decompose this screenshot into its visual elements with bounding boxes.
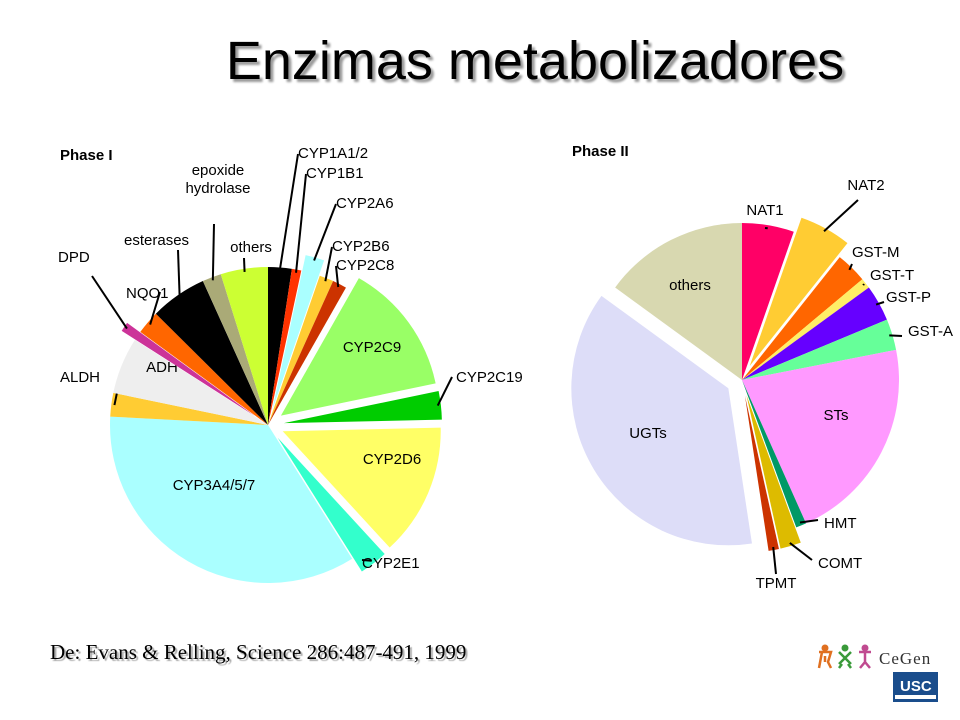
label-phase-ii-others: others <box>669 277 711 294</box>
leader-phase-ii-gst-p <box>875 301 885 306</box>
slice-phase-i-cyp2a6 <box>272 255 325 410</box>
leader-phase-ii-hmt <box>799 519 819 524</box>
leader-phase-i-cyp2c19 <box>436 376 453 407</box>
slice-phase-ii-hmt <box>742 380 807 528</box>
slice-phase-ii-tpmt <box>744 395 779 551</box>
label-phase-i-epoxide-hydrolase: epoxide hydrolase <box>185 162 250 197</box>
slice-phase-ii-gst-m <box>742 257 863 380</box>
slice-phase-i-cyp1b1 <box>268 268 302 425</box>
phase-1-title: Phase I <box>60 147 113 164</box>
leader-phase-i-cyp1b1 <box>295 173 307 273</box>
citation: De: Evans & Relling, Science 286:487-491… <box>50 640 467 664</box>
label-phase-i-aldh: ALDH <box>60 369 100 386</box>
leader-phase-ii-nat2 <box>823 199 859 232</box>
label-phase-ii-comt: COMT <box>818 555 862 572</box>
slice-phase-ii-ugts <box>571 295 752 546</box>
usc-seal: USC <box>893 672 938 702</box>
slice-phase-i-epoxide-hydrolase <box>202 274 268 425</box>
cegen-logo-text: CeGen <box>879 649 931 668</box>
label-phase-i-cyp1a1-2: CYP1A1/2 <box>298 145 368 162</box>
label-phase-ii-tpmt: TPMT <box>756 575 797 592</box>
leader-phase-ii-gst-a <box>889 334 903 337</box>
slice-phase-ii-sts <box>742 349 899 524</box>
label-phase-ii-ugts: UGTs <box>629 425 667 442</box>
label-phase-i-adh: ADH <box>146 359 178 376</box>
usc-logo-text: USC <box>900 678 932 695</box>
label-phase-i-cyp3a4-5-7: CYP3A4/5/7 <box>173 477 256 494</box>
slice-phase-i-aldh <box>110 392 268 425</box>
slice-phase-i-nqo1 <box>140 313 268 425</box>
slice-phase-ii-nat1 <box>742 223 794 380</box>
leader-phase-i-cyp2b6 <box>324 246 333 282</box>
label-phase-ii-nat2: NAT2 <box>847 177 884 194</box>
label-phase-i-cyp2c19: CYP2C19 <box>456 369 523 386</box>
slice-phase-i-cyp1a1-2 <box>268 267 292 425</box>
logos: CeGen USC <box>817 644 938 702</box>
slice-phase-i-cyp2e1 <box>277 437 385 572</box>
leader-phase-i-cyp2c8 <box>335 265 340 288</box>
label-phase-i-cyp2e1: CYP2E1 <box>362 555 420 572</box>
leader-phase-ii-gst-t <box>862 283 865 286</box>
label-phase-ii-gst-m: GST-M <box>852 244 900 261</box>
leader-phase-ii-tpmt <box>772 546 777 575</box>
slice-phase-ii-gst-a <box>742 319 897 380</box>
label-phase-ii-gst-t: GST-T <box>870 267 914 284</box>
slice-phase-i-cyp2b6 <box>268 275 334 425</box>
slide-title: Enzimas metabolizadores <box>225 31 845 91</box>
slice-phase-ii-comt <box>746 395 801 549</box>
slice-phase-i-cyp2c8 <box>268 281 346 425</box>
leader-phase-ii-gst-m <box>848 263 853 271</box>
label-phase-i-cyp2a6: CYP2A6 <box>336 195 394 212</box>
slice-phase-i-adh <box>113 339 268 425</box>
label-phase-i-cyp2c8: CYP2C8 <box>336 257 394 274</box>
leader-phase-i-nqo1 <box>149 291 161 325</box>
label-phase-ii-gst-a: GST-A <box>908 323 953 340</box>
label-phase-i-cyp2c9: CYP2C9 <box>343 339 401 356</box>
slice-phase-i-dpd <box>121 322 255 416</box>
leader-phase-i-cyp2a6 <box>313 203 337 261</box>
label-phase-i-dpd: DPD <box>58 249 90 266</box>
phase-1-pie: CYP1A1/2 CYP1B1 CYP2A6 CYP2B6 CYP2C8 CYP2C9 CY… <box>58 145 523 583</box>
label-phase-ii-hmt: HMT <box>824 515 857 532</box>
slice-phase-i-others <box>220 267 268 425</box>
slice-phase-ii-gst-p <box>742 287 887 380</box>
label-phase-ii-sts: STs <box>823 407 848 424</box>
leader-phase-i-epoxide-hydrolase <box>211 223 215 281</box>
label-phase-ii-nat1: NAT1 <box>746 202 783 219</box>
label-phase-i-nqo1: NQO1 <box>126 285 169 302</box>
label-phase-i-cyp2d6: CYP2D6 <box>363 451 421 468</box>
slice-phase-i-cyp2d6 <box>282 427 441 548</box>
slice-phase-i-cyp2c9 <box>280 278 436 416</box>
slice-phase-ii-others <box>615 223 742 380</box>
slice-phase-i-cyp2c19 <box>283 391 442 424</box>
slice-phase-i-cyp3a4-5-7 <box>110 416 353 583</box>
leader-phase-i-esterases <box>177 249 181 298</box>
label-phase-i-cyp1b1: CYP1B1 <box>306 165 364 182</box>
leader-phase-ii-comt <box>789 542 813 561</box>
phase-2-pie: NAT1 NAT2 GST-M GST-T GST-P GST-A STs HMT COMT TP… <box>571 177 953 592</box>
label-phase-i-esterases: esterases <box>124 232 189 249</box>
leader-phase-i-cyp2e1 <box>361 559 372 562</box>
label-phase-ii-gst-p: GST-P <box>886 289 931 306</box>
slice-phase-ii-nat2 <box>749 217 848 366</box>
leader-phase-i-cyp1a1-2 <box>278 153 299 271</box>
slice-phase-ii-gst-t <box>742 279 869 380</box>
leader-phase-i-dpd <box>91 275 128 330</box>
cegen-figures-icon <box>817 644 871 669</box>
charts-canvas: Phase I Phase II CYP1A1/2CYP1B1CYP2A6CYP… <box>58 143 953 592</box>
label-phase-i-cyp2b6: CYP2B6 <box>332 238 390 255</box>
slice-phase-i-esterases <box>155 281 268 425</box>
leader-phase-i-others <box>243 257 246 272</box>
label-phase-i-others: others <box>230 239 272 256</box>
phase-2-title: Phase II <box>572 143 629 160</box>
